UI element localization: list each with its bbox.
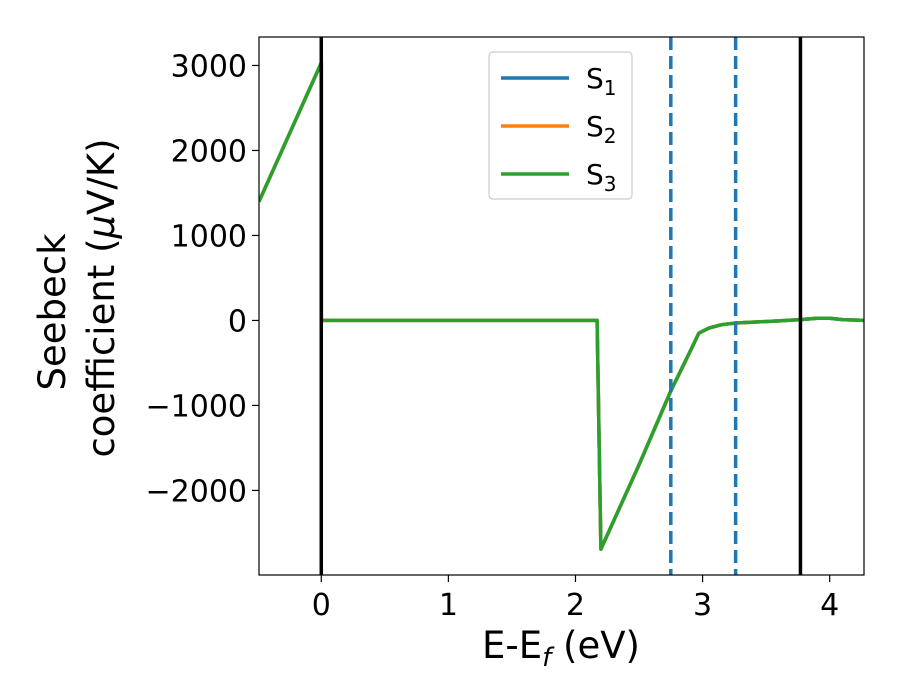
- y-tick-label: 2000: [171, 134, 247, 169]
- y-tick-label: −1000: [146, 389, 247, 424]
- legend-entries: S1 S2 S3: [501, 62, 617, 196]
- plot-frame: [258, 36, 865, 576]
- y-tick-label: 1000: [171, 219, 247, 254]
- legend-label-2: S2: [586, 110, 617, 148]
- y-axis-label: Seebeck coefficient (μV/K): [31, 138, 123, 457]
- x-axis-label-unit: (eV): [551, 624, 640, 667]
- y-axis-label-suffix: V/K): [80, 138, 123, 214]
- x-tick-label: 3: [693, 588, 712, 623]
- legend-label-1: S1: [586, 62, 617, 100]
- y-axis-ticks: −2000 −1000 0 1000 2000 3000: [146, 49, 259, 509]
- y-axis-label-prefix: coefficient (: [80, 238, 123, 457]
- x-axis-label-main: E-E: [482, 624, 542, 667]
- x-tick-label: 2: [566, 588, 585, 623]
- y-tick-label: 3000: [171, 49, 247, 84]
- series-line-3: [259, 61, 864, 551]
- y-axis-label-line1: Seebeck: [31, 233, 74, 391]
- vline-group: [319, 37, 803, 575]
- y-tick-label: 0: [228, 304, 247, 339]
- x-axis-label: E-Ef (eV): [482, 624, 640, 673]
- x-tick-label: 1: [439, 588, 458, 623]
- legend-label-3: S3: [586, 158, 617, 196]
- x-axis-ticks: 0 1 2 3 4: [312, 575, 839, 623]
- y-tick-label: −2000: [146, 474, 247, 509]
- y-axis-label-line2: coefficient (μV/K): [80, 138, 123, 457]
- legend: S1 S2 S3: [488, 51, 633, 200]
- y-axis-label-mu: μ: [80, 215, 123, 240]
- x-tick-label: 0: [312, 588, 331, 623]
- x-tick-label: 4: [820, 588, 839, 623]
- series-group: [259, 61, 864, 551]
